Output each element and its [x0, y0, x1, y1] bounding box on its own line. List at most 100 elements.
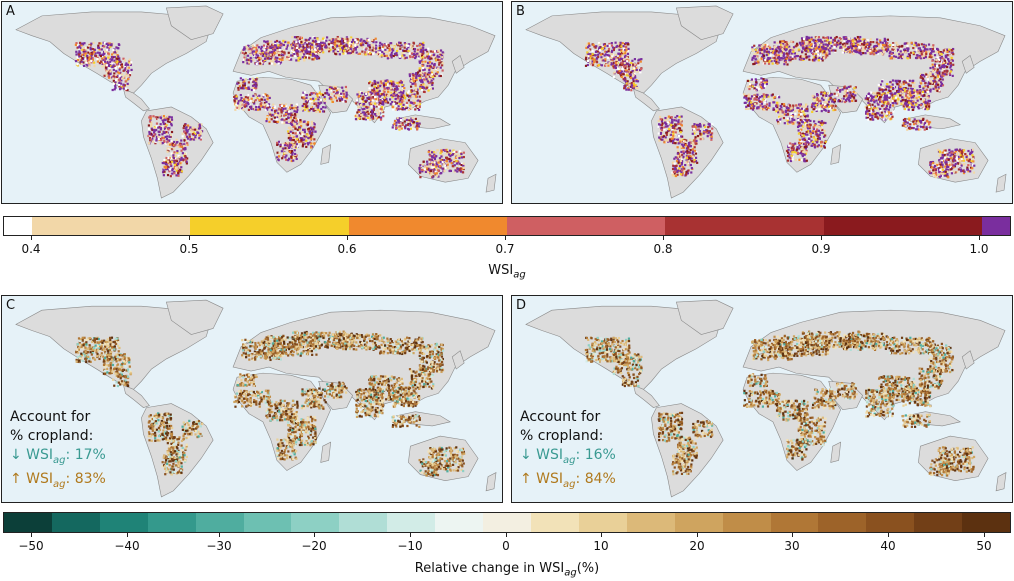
grid-cell — [439, 152, 442, 155]
grid-cell — [462, 164, 465, 167]
grid-cell — [775, 48, 778, 51]
grid-cell — [766, 53, 770, 56]
grid-cell — [621, 73, 624, 76]
grid-cell — [400, 127, 403, 130]
grid-cell — [368, 44, 371, 47]
grid-cell — [402, 90, 405, 93]
grid-cell — [247, 48, 250, 51]
grid-cell — [285, 152, 288, 155]
grid-cell — [350, 36, 353, 39]
grid-cell — [254, 56, 257, 59]
grid-cell — [368, 80, 372, 84]
grid-cell — [425, 86, 428, 89]
grid-cell — [235, 97, 238, 100]
grid-cell — [172, 154, 175, 157]
grid-cell — [305, 41, 308, 44]
grid-cell — [84, 58, 87, 61]
grid-cell — [368, 102, 371, 105]
grid-cell — [382, 115, 385, 118]
grid-cell — [453, 164, 456, 167]
grid-cell — [265, 100, 268, 103]
grid-cell — [310, 131, 313, 135]
grid-cell — [444, 166, 447, 169]
grid-cell — [790, 40, 793, 43]
grid-cell — [239, 105, 242, 109]
grid-cell — [418, 103, 422, 106]
grid-cell — [620, 61, 623, 64]
grid-cell — [767, 60, 771, 63]
grid-cell — [320, 107, 323, 111]
grid-cell — [393, 45, 396, 49]
grid-cell — [120, 79, 123, 82]
grid-cell — [256, 96, 259, 99]
grid-cell — [663, 141, 666, 144]
grid-cell — [163, 170, 166, 173]
grid-cell — [671, 120, 674, 123]
grid-cell — [117, 55, 120, 58]
grid-cell — [692, 160, 695, 163]
grid-cell — [412, 78, 415, 81]
grid-cell — [271, 56, 274, 59]
grid-cell — [337, 99, 340, 102]
grid-cell — [293, 144, 296, 147]
grid-cell — [234, 108, 237, 111]
grid-cell — [106, 43, 110, 47]
grid-cell — [680, 163, 683, 166]
grid-cell — [405, 48, 409, 51]
grid-cell — [419, 72, 423, 75]
grid-cell — [200, 123, 203, 126]
grid-cell — [337, 40, 340, 44]
grid-cell — [172, 142, 175, 146]
grid-cell — [677, 142, 680, 145]
grid-cell — [130, 68, 133, 72]
grid-cell — [313, 50, 316, 53]
grid-cell — [435, 50, 438, 53]
grid-cell — [674, 124, 677, 127]
grid-cell — [82, 50, 85, 53]
grid-cell — [395, 126, 398, 129]
grid-cell — [460, 152, 463, 156]
grid-cell — [277, 110, 280, 113]
grid-cell — [754, 55, 757, 58]
grid-cell — [317, 45, 321, 48]
grid-cell — [104, 57, 107, 60]
grid-cell — [610, 63, 613, 66]
grid-cell — [666, 125, 669, 128]
grid-cell — [659, 118, 662, 121]
grid-cell — [105, 70, 109, 73]
grid-cell — [390, 51, 393, 54]
grid-cell — [826, 54, 829, 57]
grid-cell — [445, 160, 448, 163]
grid-cell — [416, 48, 419, 51]
grid-cell — [236, 106, 239, 109]
grid-cell — [96, 56, 99, 59]
grid-cell — [634, 84, 637, 87]
grid-cell — [194, 132, 197, 136]
grid-cell — [328, 40, 331, 43]
grid-cell — [440, 57, 444, 60]
grid-cell — [623, 59, 626, 63]
grid-cell — [388, 47, 391, 50]
grid-cell — [588, 56, 591, 59]
grid-cell — [422, 41, 425, 44]
grid-cell — [370, 109, 374, 112]
grid-cell — [396, 93, 399, 96]
grid-cell — [639, 60, 642, 63]
grid-cell — [284, 45, 287, 48]
grid-cell — [357, 46, 360, 49]
grid-cell — [439, 49, 443, 52]
grid-cell — [431, 56, 434, 59]
grid-cell — [384, 92, 387, 95]
grid-cell — [249, 50, 252, 53]
grid-cell — [625, 56, 628, 59]
grid-cell — [166, 115, 169, 118]
grid-cell — [301, 56, 304, 59]
grid-cell — [290, 157, 293, 160]
grid-cell — [166, 147, 169, 150]
grid-cell — [410, 46, 413, 50]
grid-cell — [294, 137, 297, 141]
grid-cell — [586, 42, 589, 45]
grid-cell — [426, 164, 429, 168]
grid-cell — [179, 142, 182, 145]
grid-cell — [390, 94, 393, 97]
